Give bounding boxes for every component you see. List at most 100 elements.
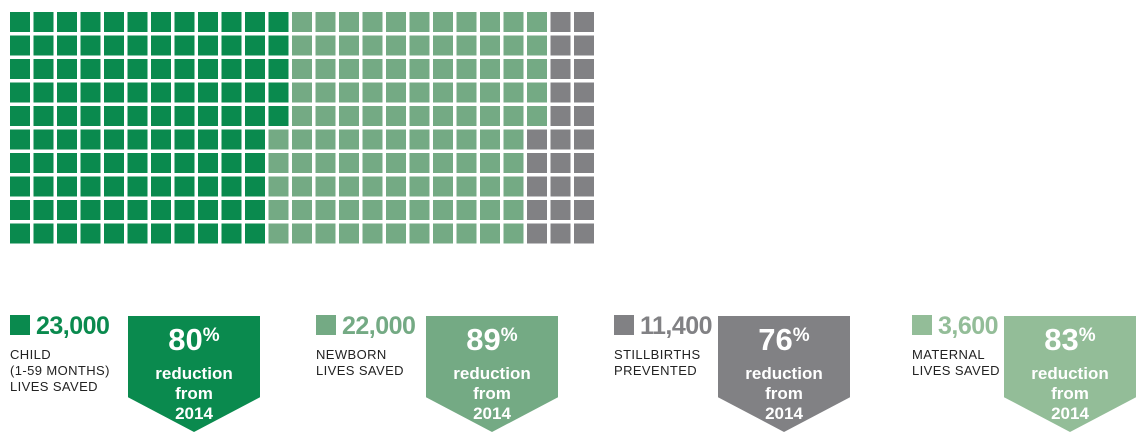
child-square xyxy=(104,106,124,126)
newborn-square xyxy=(315,106,336,126)
child-square xyxy=(268,82,289,103)
newborn-square xyxy=(480,35,500,56)
child-square xyxy=(245,59,265,79)
newborn-reduction-text: reduction xyxy=(453,364,531,383)
newborn-square xyxy=(433,153,453,173)
child-square xyxy=(151,106,171,126)
newborn-square xyxy=(268,153,289,173)
newborn-square xyxy=(409,35,430,56)
child-square xyxy=(127,223,148,244)
badge-maternal: 83% reduction from 2014 xyxy=(1004,316,1136,432)
newborn-square xyxy=(362,59,383,79)
newborn-square xyxy=(456,200,477,220)
child-square xyxy=(151,59,171,79)
child-square xyxy=(104,153,124,173)
child-square xyxy=(104,200,124,220)
newborn-square xyxy=(503,106,524,126)
child-square xyxy=(104,223,124,244)
newborn-square xyxy=(456,35,477,56)
child-label-line: (1-59 MONTHS) xyxy=(10,363,110,378)
child-square xyxy=(10,59,30,79)
newborn-square xyxy=(456,129,477,150)
maternal-label-line: MATERNAL xyxy=(912,347,986,362)
child-square xyxy=(174,12,195,32)
child-label-line: CHILD xyxy=(10,347,52,362)
newborn-swatch xyxy=(316,315,336,335)
newborn-square xyxy=(433,12,453,32)
newborn-square xyxy=(503,129,524,150)
child-square xyxy=(174,200,195,220)
child-square xyxy=(33,129,54,150)
newborn-square xyxy=(503,12,524,32)
child-square xyxy=(104,59,124,79)
child-square xyxy=(245,223,265,244)
child-square xyxy=(33,35,54,56)
newborn-square xyxy=(386,82,406,103)
newborn-square xyxy=(480,129,500,150)
newborn-square xyxy=(386,200,406,220)
newborn-square xyxy=(456,12,477,32)
newborn-square xyxy=(339,82,359,103)
child-square xyxy=(10,12,30,32)
child-square xyxy=(198,176,218,197)
stillbirth-square xyxy=(550,176,571,197)
newborn-square xyxy=(339,35,359,56)
newborn-reduction-percent: 89% xyxy=(426,318,558,364)
newborn-square xyxy=(292,35,312,56)
stillbirth-label-line: STILLBIRTHS xyxy=(614,347,701,362)
newborn-square xyxy=(433,106,453,126)
newborn-square xyxy=(386,12,406,32)
child-square xyxy=(57,106,77,126)
child-square xyxy=(127,82,148,103)
stillbirth-square xyxy=(550,153,571,173)
stillbirth-square xyxy=(574,82,594,103)
child-square xyxy=(151,12,171,32)
child-square xyxy=(198,223,218,244)
stillbirth-square xyxy=(574,12,594,32)
newborn-square xyxy=(456,223,477,244)
stillbirth-square xyxy=(574,200,594,220)
newborn-square xyxy=(268,223,289,244)
stillbirth-square xyxy=(574,35,594,56)
child-square xyxy=(245,129,265,150)
maternal-reduction-text: from xyxy=(1051,384,1089,403)
child-square xyxy=(80,153,101,173)
stillbirth-square xyxy=(527,223,547,244)
child-square xyxy=(33,12,54,32)
child-square xyxy=(198,200,218,220)
newborn-square xyxy=(315,223,336,244)
newborn-square xyxy=(409,12,430,32)
newborn-square xyxy=(292,12,312,32)
child-square xyxy=(198,129,218,150)
child-square xyxy=(174,35,195,56)
newborn-square xyxy=(362,200,383,220)
newborn-square xyxy=(409,129,430,150)
child-square xyxy=(221,106,242,126)
child-square xyxy=(151,35,171,56)
child-square xyxy=(174,82,195,103)
newborn-square xyxy=(480,223,500,244)
child-square xyxy=(10,153,30,173)
newborn-square xyxy=(480,59,500,79)
stillbirth-square xyxy=(574,223,594,244)
child-reduction-text: reduction xyxy=(155,364,233,383)
badge-child: 80% reduction from 2014 xyxy=(128,316,260,432)
newborn-value: 22,000 xyxy=(342,312,416,340)
child-square xyxy=(80,59,101,79)
child-square xyxy=(221,223,242,244)
child-square xyxy=(245,82,265,103)
child-square xyxy=(221,59,242,79)
child-square xyxy=(245,153,265,173)
child-square xyxy=(174,153,195,173)
child-square xyxy=(174,176,195,197)
child-square xyxy=(104,35,124,56)
child-square xyxy=(198,153,218,173)
newborn-square xyxy=(386,59,406,79)
child-square xyxy=(174,223,195,244)
child-square xyxy=(127,153,148,173)
child-square xyxy=(127,12,148,32)
waffle-grid xyxy=(10,12,594,244)
stillbirth-label: STILLBIRTHS PREVENTED xyxy=(614,347,701,379)
stillbirth-square xyxy=(527,129,547,150)
newborn-square xyxy=(456,59,477,79)
